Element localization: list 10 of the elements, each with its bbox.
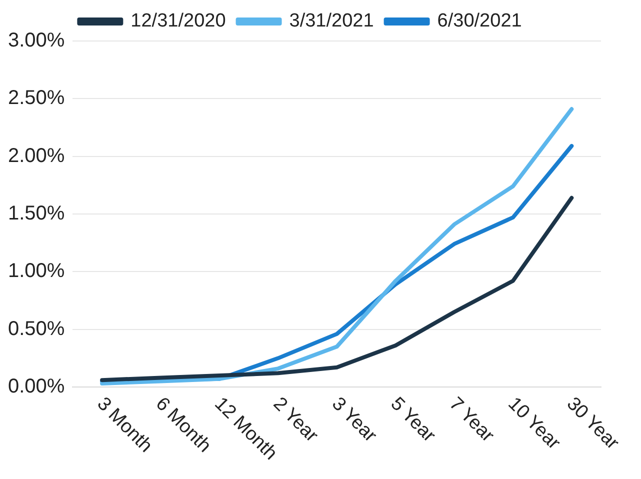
y-tick-label: 0.00% <box>8 376 65 398</box>
y-tick-label: 1.00% <box>8 260 65 282</box>
legend-label: 3/31/2021 <box>289 10 374 32</box>
legend-label: 6/30/2021 <box>437 10 522 32</box>
y-tick-label: 2.00% <box>8 144 65 167</box>
y-tick-label: 2.50% <box>8 87 65 110</box>
y-tick-label: 3.00% <box>8 30 65 52</box>
legend-label: 12/31/2020 <box>130 10 226 32</box>
y-tick-label: 0.50% <box>8 318 65 340</box>
y-tick-label: 1.50% <box>8 202 65 225</box>
